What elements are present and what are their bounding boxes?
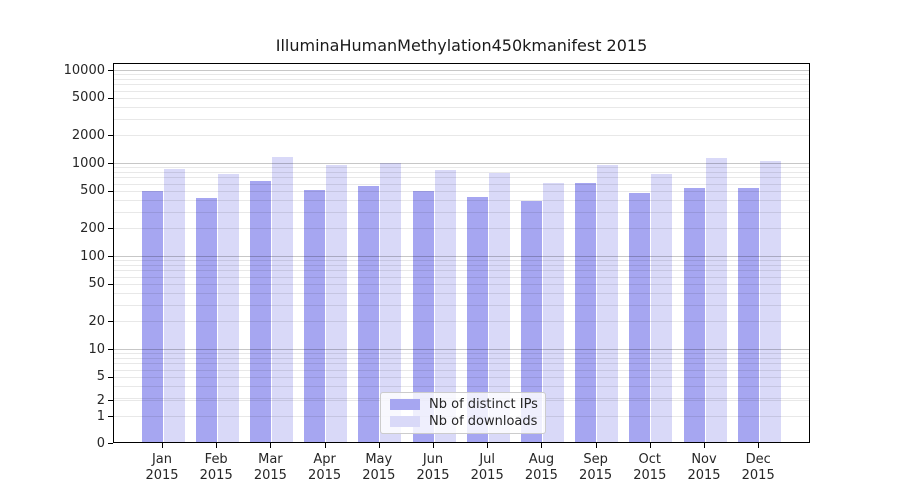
- x-tick-mark: [758, 443, 760, 448]
- y-tick-mark: [108, 376, 113, 378]
- y-tick-mark: [108, 321, 113, 322]
- bar-downloads-nov: [705, 157, 727, 442]
- legend-label-downloads: Nb of downloads: [429, 413, 538, 429]
- x-tick-mark: [541, 443, 543, 448]
- legend-item-downloads: Nb of downloads: [381, 413, 545, 429]
- x-tick-label: Mar 2015: [253, 452, 287, 483]
- x-tick-label: Jul 2015: [470, 452, 504, 483]
- x-tick-label: Sep 2015: [579, 452, 613, 483]
- plot-area: [113, 63, 810, 443]
- y-tick-mark: [108, 190, 113, 192]
- x-tick-label: Jun 2015: [416, 452, 450, 483]
- x-tick-label: Apr 2015: [308, 452, 342, 483]
- y-tick-label: 5000: [71, 90, 105, 106]
- y-tick-label: 500: [80, 183, 105, 199]
- bar-downloads-jan: [163, 168, 185, 442]
- legend: Nb of distinct IPs Nb of downloads: [380, 392, 546, 434]
- x-tick-label: Dec 2015: [741, 452, 775, 483]
- x-tick-label: Feb 2015: [199, 452, 233, 483]
- y-tick-mark: [108, 135, 113, 136]
- bar-distinct-ips-oct: [629, 192, 651, 442]
- x-tick-mark: [378, 443, 380, 448]
- bar-downloads-sep: [597, 165, 619, 442]
- x-tick-mark: [649, 443, 651, 448]
- y-tick-mark: [108, 256, 113, 257]
- bar-downloads-jun: [434, 170, 456, 442]
- x-tick-label: Nov 2015: [687, 452, 721, 483]
- bar-distinct-ips-dec: [737, 188, 759, 442]
- y-tick-mark: [108, 70, 113, 71]
- y-tick-label: 2: [96, 392, 105, 408]
- x-tick-mark: [433, 443, 434, 448]
- bar-downloads-aug: [542, 182, 564, 442]
- legend-item-distinct-ips: Nb of distinct IPs: [381, 396, 545, 412]
- bar-downloads-oct: [651, 173, 673, 442]
- y-tick-label: 1: [96, 408, 105, 424]
- bar-distinct-ips-nov: [683, 187, 705, 442]
- y-tick-label: 10000: [63, 62, 105, 78]
- y-tick-mark: [108, 163, 113, 164]
- bar-downloads-apr: [326, 164, 348, 442]
- x-tick-mark: [216, 443, 218, 448]
- legend-swatch-distinct-ips: [390, 399, 420, 410]
- y-tick-mark: [108, 400, 113, 401]
- y-tick-mark: [108, 283, 113, 285]
- bar-distinct-ips-may: [358, 185, 380, 442]
- y-tick-label: 0: [96, 435, 105, 451]
- x-tick-mark: [595, 443, 597, 448]
- x-tick-mark: [487, 443, 489, 448]
- y-tick-mark: [108, 97, 113, 99]
- bar-distinct-ips-aug: [520, 201, 542, 442]
- legend-label-distinct-ips: Nb of distinct IPs: [429, 396, 538, 412]
- bar-distinct-ips-mar: [249, 181, 271, 442]
- y-tick-mark: [108, 443, 113, 444]
- y-tick-mark: [108, 228, 113, 229]
- bar-distinct-ips-sep: [575, 182, 597, 442]
- x-tick-mark: [270, 443, 272, 448]
- bar-downloads-mar: [271, 157, 293, 442]
- x-tick-mark: [162, 443, 163, 448]
- x-tick-label: Jan 2015: [145, 452, 179, 483]
- bar-downloads-dec: [759, 161, 781, 442]
- y-tick-label: 2000: [71, 127, 105, 143]
- x-tick-mark: [704, 443, 705, 448]
- y-tick-mark: [108, 349, 113, 350]
- bar-distinct-ips-jan: [141, 191, 163, 442]
- x-tick-mark: [324, 443, 326, 448]
- bar-distinct-ips-jul: [466, 197, 488, 442]
- y-tick-mark: [108, 416, 113, 417]
- x-tick-label: Oct 2015: [633, 452, 667, 483]
- y-tick-label: 1000: [71, 155, 105, 171]
- x-tick-label: Aug 2015: [524, 452, 558, 483]
- y-tick-label: 200: [80, 220, 105, 236]
- bar-downloads-feb: [217, 174, 239, 442]
- y-tick-label: 5: [96, 369, 105, 385]
- y-tick-label: 100: [80, 248, 105, 264]
- chart-title: IlluminaHumanMethylation450kmanifest 201…: [275, 36, 648, 55]
- bar-downloads-jul: [488, 173, 510, 442]
- y-tick-label: 50: [88, 276, 105, 292]
- x-tick-label: May 2015: [362, 452, 396, 483]
- y-tick-label: 10: [88, 341, 105, 357]
- bar-distinct-ips-feb: [195, 198, 217, 442]
- y-tick-label: 20: [88, 313, 105, 329]
- legend-swatch-downloads: [390, 416, 420, 427]
- bar-distinct-ips-jun: [412, 190, 434, 442]
- bar-downloads-may: [380, 163, 402, 442]
- bar-distinct-ips-apr: [304, 189, 326, 442]
